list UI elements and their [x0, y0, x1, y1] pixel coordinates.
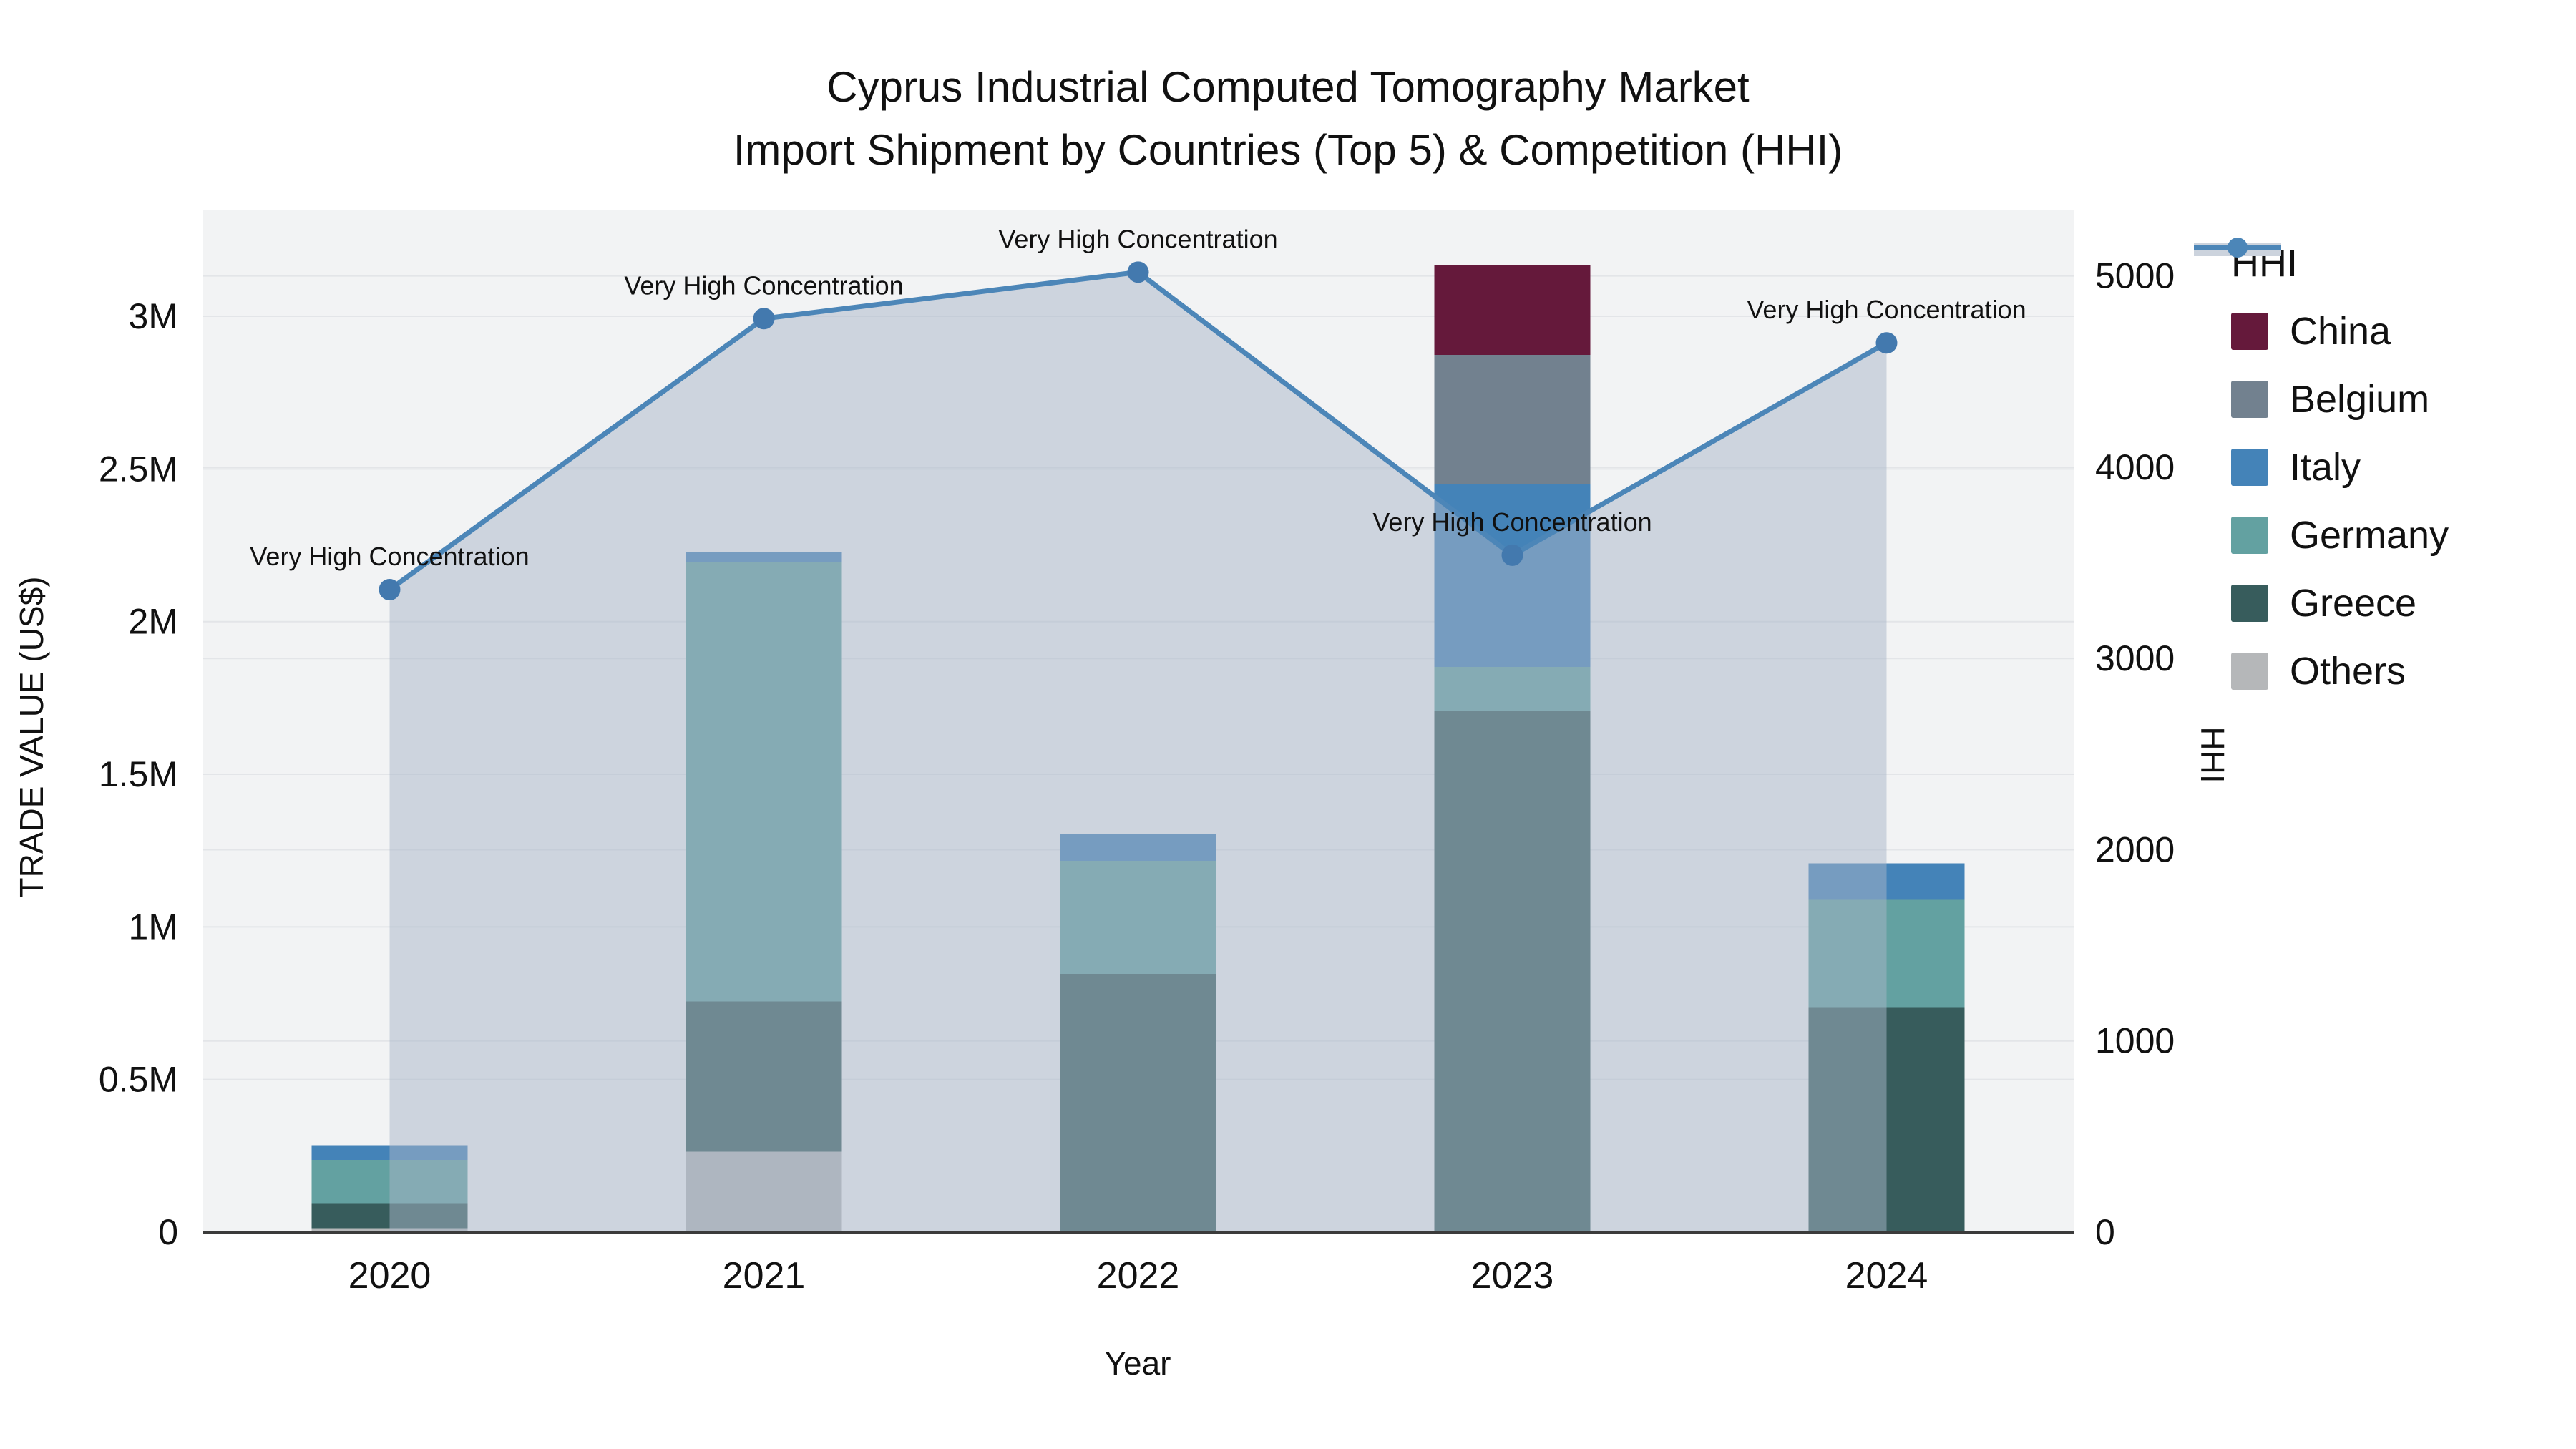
- legend-item-others[interactable]: Others: [2231, 637, 2449, 705]
- legend-label: Italy: [2290, 445, 2361, 489]
- hhi-marker-2022: [1127, 261, 1149, 283]
- bar-segment-belgium-2023: [1434, 354, 1591, 484]
- annotation-2023: Very High Concentration: [1372, 507, 1652, 537]
- y-tick-label: 2.5M: [99, 449, 178, 489]
- legend-item-italy[interactable]: Italy: [2231, 433, 2449, 501]
- legend-item-belgium[interactable]: Belgium: [2231, 365, 2449, 433]
- china-swatch-icon: [2231, 312, 2268, 350]
- others-swatch-icon: [2231, 652, 2268, 690]
- bar-segment-china-2023: [1434, 265, 1591, 355]
- x-axis-title: Year: [1104, 1345, 1171, 1382]
- annotation-2024: Very High Concentration: [1747, 295, 2026, 324]
- x-tick-label-2021: 2021: [723, 1255, 806, 1297]
- hhi-marker-2020: [379, 578, 401, 600]
- greece-swatch-icon: [2231, 584, 2268, 622]
- x-tick-label-2020: 2020: [348, 1255, 431, 1297]
- y2-tick-label: 3000: [2095, 638, 2175, 678]
- legend-item-germany[interactable]: Germany: [2231, 501, 2449, 569]
- y-tick-label: 1M: [129, 907, 178, 947]
- hhi-marker-2023: [1501, 544, 1523, 566]
- germany-swatch-icon: [2231, 516, 2268, 554]
- hhi-area-fill: [389, 272, 1887, 1232]
- chart-title-line1: Cyprus Industrial Computed Tomography Ma…: [826, 63, 1750, 111]
- y2-tick-label: 1000: [2095, 1021, 2175, 1061]
- x-tick-label-2022: 2022: [1097, 1255, 1180, 1297]
- y-tick-label: 2M: [129, 602, 178, 642]
- annotation-2020: Very High Concentration: [250, 542, 529, 571]
- italy-swatch-icon: [2231, 448, 2268, 486]
- annotation-2021: Very High Concentration: [624, 270, 903, 300]
- chart-title-line2: Import Shipment by Countries (Top 5) & C…: [733, 126, 1843, 174]
- y-tick-label: 0: [158, 1212, 178, 1252]
- legend-item-greece[interactable]: Greece: [2231, 569, 2449, 637]
- legend-label: Germany: [2290, 513, 2449, 557]
- hhi-marker-2024: [1875, 332, 1898, 354]
- hhi-line-icon: [2194, 238, 2281, 258]
- hhi-marker-2021: [753, 308, 775, 330]
- y-tick-label: 1.5M: [99, 754, 178, 794]
- annotation-2022: Very High Concentration: [998, 224, 1277, 253]
- y-tick-label: 0.5M: [99, 1060, 178, 1100]
- x-tick-label-2023: 2023: [1471, 1255, 1554, 1297]
- x-tick-label-2024: 2024: [1845, 1255, 1928, 1297]
- legend-label: Belgium: [2290, 377, 2430, 421]
- legend-item-china[interactable]: China: [2231, 297, 2449, 365]
- legend-label: Others: [2290, 649, 2406, 693]
- legend: HHI China Belgium Italy Germany Greece Others: [2194, 229, 2449, 705]
- legend-item-hhi[interactable]: HHI: [2194, 229, 2449, 297]
- legend-label: China: [2290, 309, 2391, 353]
- y2-axis-title: HHI: [2194, 726, 2231, 784]
- y-axis-title: TRADE VALUE (US$): [13, 576, 50, 898]
- legend-label: Greece: [2290, 581, 2417, 625]
- chart-title: Cyprus Industrial Computed Tomography Ma…: [0, 56, 2576, 182]
- y2-tick-label: 4000: [2095, 447, 2175, 487]
- y2-tick-label: 2000: [2095, 829, 2175, 869]
- y-tick-label: 3M: [129, 296, 178, 336]
- belgium-swatch-icon: [2231, 380, 2268, 418]
- y2-tick-label: 5000: [2095, 256, 2175, 296]
- y2-tick-label: 0: [2095, 1212, 2115, 1252]
